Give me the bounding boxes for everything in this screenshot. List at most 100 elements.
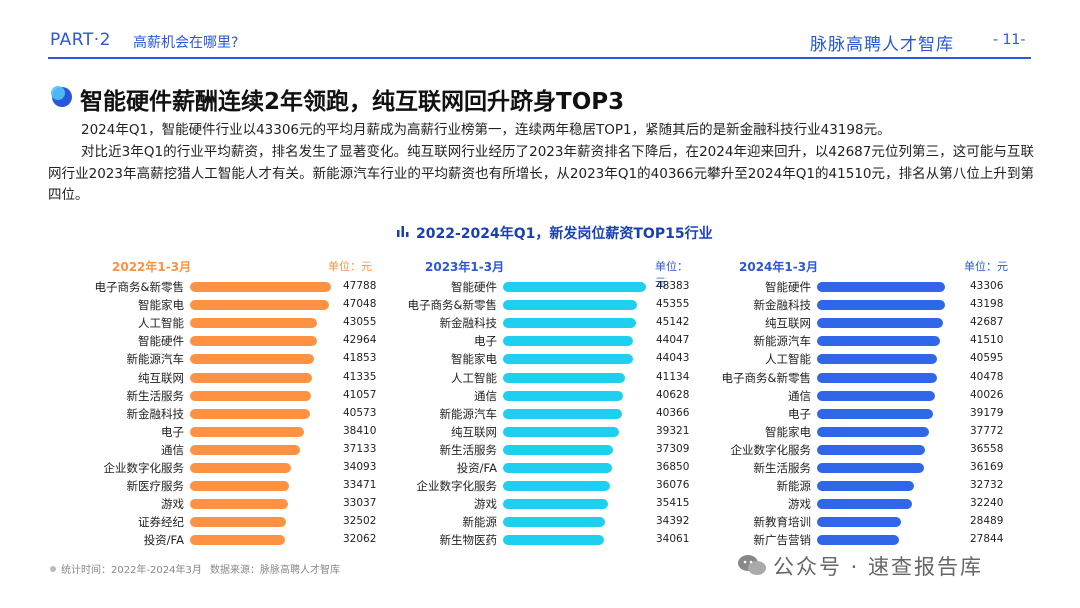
category-label: 电子商务&新零售 <box>407 298 497 313</box>
value-label: 34093 <box>343 461 377 473</box>
category-label: 新金融科技 <box>753 298 812 313</box>
bar <box>190 390 312 401</box>
bar <box>817 463 924 473</box>
category-label: 通信 <box>788 388 811 403</box>
bar <box>190 535 285 546</box>
value-label: 36558 <box>970 442 1004 455</box>
bar <box>190 426 304 437</box>
bar-row: 游戏 33037 <box>92 495 382 513</box>
category-label: 投资/FA <box>143 533 184 548</box>
bar-row: 企业数字化服务 36558 <box>719 441 1009 459</box>
value-label: 40595 <box>970 352 1004 365</box>
category-label: 新能源汽车 <box>439 406 498 421</box>
bar <box>503 499 608 510</box>
bar <box>190 517 287 528</box>
value-label: 43055 <box>343 316 377 329</box>
bar-row: 新广告营销 27844 <box>719 531 1009 549</box>
bar-row: 智能家电 47048 <box>92 296 382 314</box>
value-label: 41853 <box>343 352 377 365</box>
category-label: 新医疗服务 <box>126 479 185 494</box>
bar <box>503 426 620 437</box>
bar <box>503 517 605 528</box>
title-bubble-icon <box>51 86 72 107</box>
watermark-text: 公众号 · 速查报告库 <box>773 555 984 579</box>
page-number: - 11- <box>993 32 1026 48</box>
value-label: 44047 <box>656 334 690 347</box>
value-label: 41057 <box>343 388 377 401</box>
value-label: 44043 <box>656 352 690 365</box>
paragraph-1: 2024年Q1，智能硬件行业以43306元的平均月薪成为高薪行业榜第一，连续两年… <box>81 122 891 138</box>
bar-row: 新能源汽车 40366 <box>405 405 695 423</box>
category-label: 新生物医药 <box>439 533 498 548</box>
value-label: 43198 <box>970 298 1004 311</box>
value-label: 40628 <box>656 388 690 401</box>
category-label: 智能硬件 <box>138 334 184 349</box>
value-label: 40026 <box>970 388 1004 401</box>
value-label: 40478 <box>970 370 1004 383</box>
panel-unit: 单位：元 <box>964 260 1008 273</box>
category-label: 新能源 <box>776 479 812 494</box>
value-label: 32240 <box>970 497 1004 510</box>
bar-chart-icon <box>397 226 409 237</box>
bar-row: 电子 38410 <box>92 423 382 441</box>
bar <box>503 354 634 365</box>
value-label: 36169 <box>970 461 1004 473</box>
panel-title: 2022年1-3月 <box>112 260 192 274</box>
value-label: 40366 <box>656 406 690 419</box>
bar-row: 通信 40026 <box>719 387 1009 405</box>
chart-title: 2022-2024年Q1，新发岗位薪资TOP15行业 <box>416 226 713 242</box>
bar-row: 纯互联网 39321 <box>405 423 695 441</box>
bar <box>503 318 637 329</box>
category-label: 电子 <box>474 334 497 349</box>
bar <box>503 408 623 419</box>
category-label: 新能源 <box>462 515 498 530</box>
panel-2023: 2023年1-3月 单位：元 智能硬件 48383 电子商务&新零售 45355 新金融… <box>405 258 695 558</box>
bar <box>817 282 945 292</box>
bar <box>190 354 314 365</box>
category-label: 新生活服务 <box>439 442 498 457</box>
bar-row: 新生物医药 34061 <box>405 531 695 549</box>
bar <box>503 300 638 311</box>
category-label: 纯互联网 <box>138 370 184 385</box>
value-label: 34061 <box>656 533 690 546</box>
footer-source: 数据来源：脉脉高聘人才智库 <box>210 565 340 576</box>
panel-2024: 2024年1-3月 单位：元 智能硬件 43306 新金融科技 43198 纯互联网 42… <box>719 258 1009 558</box>
bar <box>817 499 913 510</box>
category-label: 电子 <box>788 406 811 421</box>
bar-row: 智能硬件 43306 <box>719 278 1009 296</box>
bar <box>817 390 936 401</box>
bar <box>190 444 300 455</box>
category-label: 新广告营销 <box>753 533 812 548</box>
category-label: 企业数字化服务 <box>416 479 498 494</box>
bar <box>817 318 944 329</box>
value-label: 34392 <box>656 515 690 528</box>
bar-row: 新金融科技 45142 <box>405 314 695 332</box>
bar <box>503 535 604 546</box>
value-label: 48383 <box>656 280 690 292</box>
bar-row: 投资/FA 32062 <box>92 531 382 549</box>
header-divider <box>48 57 1031 59</box>
bar <box>817 444 926 455</box>
category-label: 智能家电 <box>138 298 184 313</box>
bar-row: 智能家电 44043 <box>405 350 695 368</box>
bar <box>817 535 900 546</box>
panel-2022: 2022年1-3月 单位：元 电子商务&新零售 47788 智能家电 47048 人工智… <box>92 258 382 558</box>
bar-row: 证券经纪 32502 <box>92 513 382 531</box>
part-label: PART·2 <box>50 30 111 50</box>
bar <box>503 282 646 292</box>
bar <box>817 372 937 383</box>
footer-bullet <box>50 566 56 572</box>
bar <box>190 372 313 383</box>
bar-row: 新能源汽车 41510 <box>719 332 1009 350</box>
value-label: 36076 <box>656 479 690 492</box>
header-bar: PART·2 高薪机会在哪里? 脉脉高聘人才智库 - 11- <box>0 0 1080 62</box>
value-label: 47048 <box>343 298 377 311</box>
value-label: 47788 <box>343 280 377 292</box>
value-label: 41335 <box>343 370 377 383</box>
bar-row: 纯互联网 42687 <box>719 314 1009 332</box>
footer-time: 统计时间：2022年-2024年3月 <box>61 565 202 576</box>
category-label: 新金融科技 <box>126 406 185 421</box>
category-label: 纯互联网 <box>451 424 497 439</box>
bar-row: 新教育培训 28489 <box>719 513 1009 531</box>
value-label: 42964 <box>343 334 377 347</box>
